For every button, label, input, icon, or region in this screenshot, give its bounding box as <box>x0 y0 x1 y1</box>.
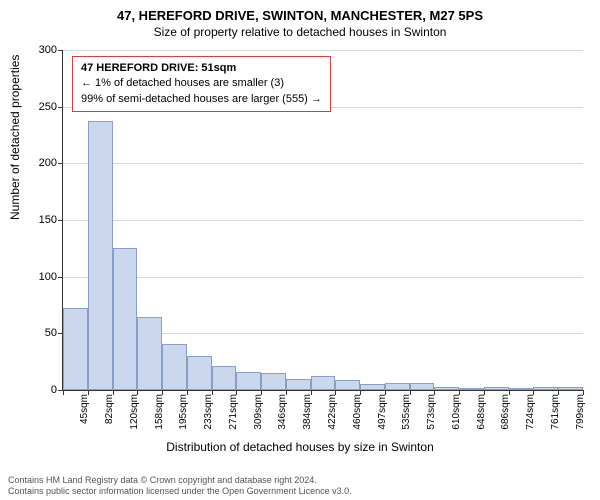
histogram-bar <box>509 388 534 390</box>
info-box-line1: ← 1% of detached houses are smaller (3) <box>81 76 322 91</box>
histogram-bar <box>162 344 187 390</box>
histogram-bar <box>459 388 484 390</box>
info-box-title: 47 HEREFORD DRIVE: 51sqm <box>81 61 322 76</box>
xtick-label: 422sqm <box>327 394 338 430</box>
xtick-mark <box>236 390 237 395</box>
xtick-mark <box>434 390 435 395</box>
xtick-label: 45sqm <box>79 394 90 424</box>
histogram-bar <box>137 317 162 390</box>
xtick-mark <box>385 390 386 395</box>
ytick-label: 50 <box>17 327 57 339</box>
xtick-mark <box>459 390 460 395</box>
ytick-label: 300 <box>17 44 57 56</box>
ytick-mark <box>58 163 63 164</box>
xtick-mark <box>484 390 485 395</box>
info-box-line2: 99% of semi-detached houses are larger (… <box>81 92 322 107</box>
xtick-label: 573sqm <box>426 394 437 430</box>
title-main: 47, HEREFORD DRIVE, SWINTON, MANCHESTER,… <box>0 0 600 23</box>
xtick-label: 82sqm <box>104 394 115 424</box>
ytick-label: 0 <box>17 384 57 396</box>
xtick-label: 233sqm <box>203 394 214 430</box>
histogram-bar <box>335 380 360 390</box>
ytick-label: 150 <box>17 214 57 226</box>
xtick-mark <box>360 390 361 395</box>
ytick-label: 200 <box>17 157 57 169</box>
histogram-bar <box>88 121 113 390</box>
xtick-mark <box>533 390 534 395</box>
xtick-label: 610sqm <box>451 394 462 430</box>
xtick-label: 120sqm <box>129 394 140 430</box>
xtick-mark <box>286 390 287 395</box>
xtick-label: 686sqm <box>500 394 511 430</box>
xtick-label: 761sqm <box>550 394 561 430</box>
xtick-mark <box>311 390 312 395</box>
histogram-bar <box>187 356 212 390</box>
histogram-bar <box>385 383 410 390</box>
histogram-bar <box>434 387 459 390</box>
ytick-label: 100 <box>17 271 57 283</box>
xtick-label: 648sqm <box>476 394 487 430</box>
ytick-mark <box>58 220 63 221</box>
xtick-label: 346sqm <box>277 394 288 430</box>
xtick-mark <box>261 390 262 395</box>
histogram-bar <box>113 248 138 390</box>
xtick-label: 271sqm <box>228 394 239 430</box>
histogram-bar <box>558 387 583 390</box>
xtick-mark <box>63 390 64 395</box>
x-axis-label: Distribution of detached houses by size … <box>0 440 600 454</box>
ytick-label: 250 <box>17 101 57 113</box>
gridline <box>63 50 583 51</box>
xtick-mark <box>187 390 188 395</box>
xtick-mark <box>137 390 138 395</box>
gridline <box>63 277 583 278</box>
xtick-mark <box>410 390 411 395</box>
xtick-mark <box>335 390 336 395</box>
xtick-mark <box>583 390 584 395</box>
histogram-bar <box>212 366 237 390</box>
ytick-mark <box>58 107 63 108</box>
footer-line1: Contains HM Land Registry data © Crown c… <box>8 475 592 487</box>
histogram-bar <box>63 308 88 390</box>
title-sub: Size of property relative to detached ho… <box>0 23 600 39</box>
xtick-mark <box>509 390 510 395</box>
histogram-bar <box>286 379 311 390</box>
xtick-mark <box>212 390 213 395</box>
xtick-label: 535sqm <box>401 394 412 430</box>
histogram-bar <box>484 387 509 390</box>
xtick-label: 460sqm <box>352 394 363 430</box>
xtick-mark <box>558 390 559 395</box>
xtick-mark <box>162 390 163 395</box>
xtick-label: 497sqm <box>377 394 388 430</box>
ytick-mark <box>58 50 63 51</box>
xtick-mark <box>113 390 114 395</box>
y-axis-label: Number of detached properties <box>8 55 22 220</box>
histogram-bar <box>533 387 558 390</box>
xtick-label: 724sqm <box>525 394 536 430</box>
xtick-label: 309sqm <box>253 394 264 430</box>
histogram-bar <box>261 373 286 390</box>
xtick-mark <box>88 390 89 395</box>
footer: Contains HM Land Registry data © Crown c… <box>0 475 600 498</box>
histogram-bar <box>311 376 336 390</box>
ytick-mark <box>58 277 63 278</box>
gridline <box>63 163 583 164</box>
footer-line2: Contains public sector information licen… <box>8 486 592 498</box>
histogram-bar <box>410 383 435 390</box>
xtick-label: 195sqm <box>178 394 189 430</box>
info-box: 47 HEREFORD DRIVE: 51sqm ← 1% of detache… <box>72 56 331 112</box>
xtick-label: 158sqm <box>154 394 165 430</box>
histogram-bar <box>360 384 385 390</box>
histogram-bar <box>236 372 261 390</box>
xtick-label: 799sqm <box>575 394 586 430</box>
xtick-label: 384sqm <box>302 394 313 430</box>
gridline <box>63 220 583 221</box>
